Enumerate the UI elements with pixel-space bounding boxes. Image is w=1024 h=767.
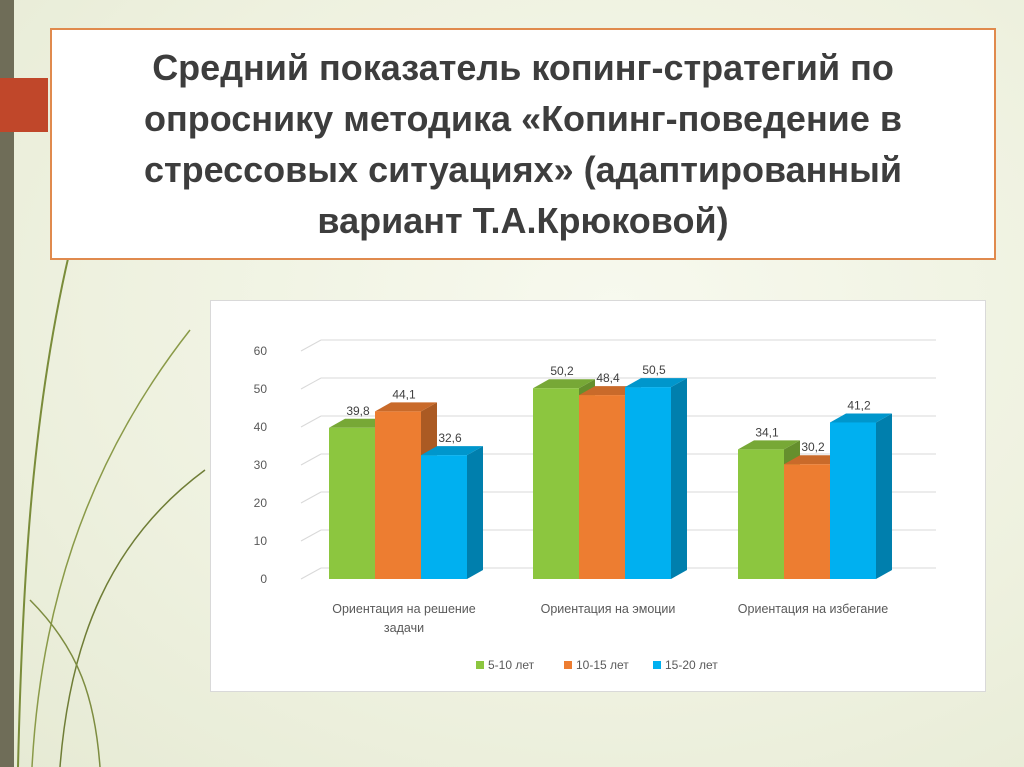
bar-side	[467, 446, 483, 579]
data-label: 30,2	[801, 440, 825, 454]
bar	[533, 388, 579, 579]
bar-top	[421, 446, 483, 456]
bar	[329, 427, 375, 579]
left-decor-strip	[0, 0, 14, 767]
chart-card: 0 10 20 30 40 50 60 39,8 50,2 34,1 44,1 48,4 30,2 32,…	[210, 300, 986, 692]
bar-top	[625, 378, 687, 388]
x-tick-label: Ориентация на решение	[332, 602, 476, 616]
legend-swatch	[564, 661, 572, 669]
y-tick-label: 20	[254, 496, 268, 510]
gridline-slant	[300, 529, 322, 542]
data-label: 39,8	[346, 404, 370, 418]
y-tick-label: 30	[254, 458, 268, 472]
data-label: 50,2	[550, 364, 574, 378]
bar-side	[876, 413, 892, 579]
bar	[738, 449, 784, 579]
data-label: 48,4	[596, 371, 620, 385]
bar-side	[671, 378, 687, 579]
data-label: 34,1	[755, 425, 779, 439]
y-tick-label: 40	[254, 420, 268, 434]
bar-top	[375, 402, 437, 412]
y-tick-label: 50	[254, 382, 268, 396]
bar	[421, 455, 467, 579]
gridline-slant	[300, 339, 322, 352]
legend-swatch	[653, 661, 661, 669]
decorative-stems	[17, 249, 206, 767]
bar	[784, 464, 830, 579]
data-label: 41,2	[847, 398, 871, 412]
gridline-slant	[300, 491, 322, 504]
gridline-slant	[300, 377, 322, 390]
legend-swatch	[476, 661, 484, 669]
bar-top	[830, 413, 892, 423]
title-box: Средний показатель копинг-стратегий по о…	[50, 28, 996, 260]
bar	[625, 387, 671, 579]
y-tick-label: 0	[260, 572, 267, 586]
gridline-slant	[300, 415, 322, 428]
y-tick-label: 60	[254, 344, 268, 358]
bar-top	[533, 379, 595, 389]
bar	[579, 395, 625, 579]
bar	[830, 422, 876, 579]
data-label: 44,1	[392, 387, 416, 401]
bar-top	[738, 440, 800, 450]
legend-label: 15-20 лет	[665, 658, 718, 672]
data-label: 50,5	[642, 363, 666, 377]
bar-chart: 0 10 20 30 40 50 60 39,8 50,2 34,1 44,1 48,4 30,2 32,…	[254, 339, 936, 672]
accent-block	[0, 78, 48, 132]
x-tick-label: задачи	[384, 621, 424, 635]
gridline-slant	[300, 453, 322, 466]
x-tick-label: Ориентация на избегание	[738, 602, 888, 616]
data-label: 32,6	[438, 431, 462, 445]
y-tick-label: 10	[254, 534, 268, 548]
bar	[375, 411, 421, 579]
legend-label: 5-10 лет	[488, 658, 535, 672]
gridline-slant	[300, 567, 322, 580]
slide-title: Средний показатель копинг-стратегий по о…	[143, 47, 903, 241]
x-tick-label: Ориентация на эмоции	[541, 602, 676, 616]
legend-label: 10-15 лет	[576, 658, 629, 672]
